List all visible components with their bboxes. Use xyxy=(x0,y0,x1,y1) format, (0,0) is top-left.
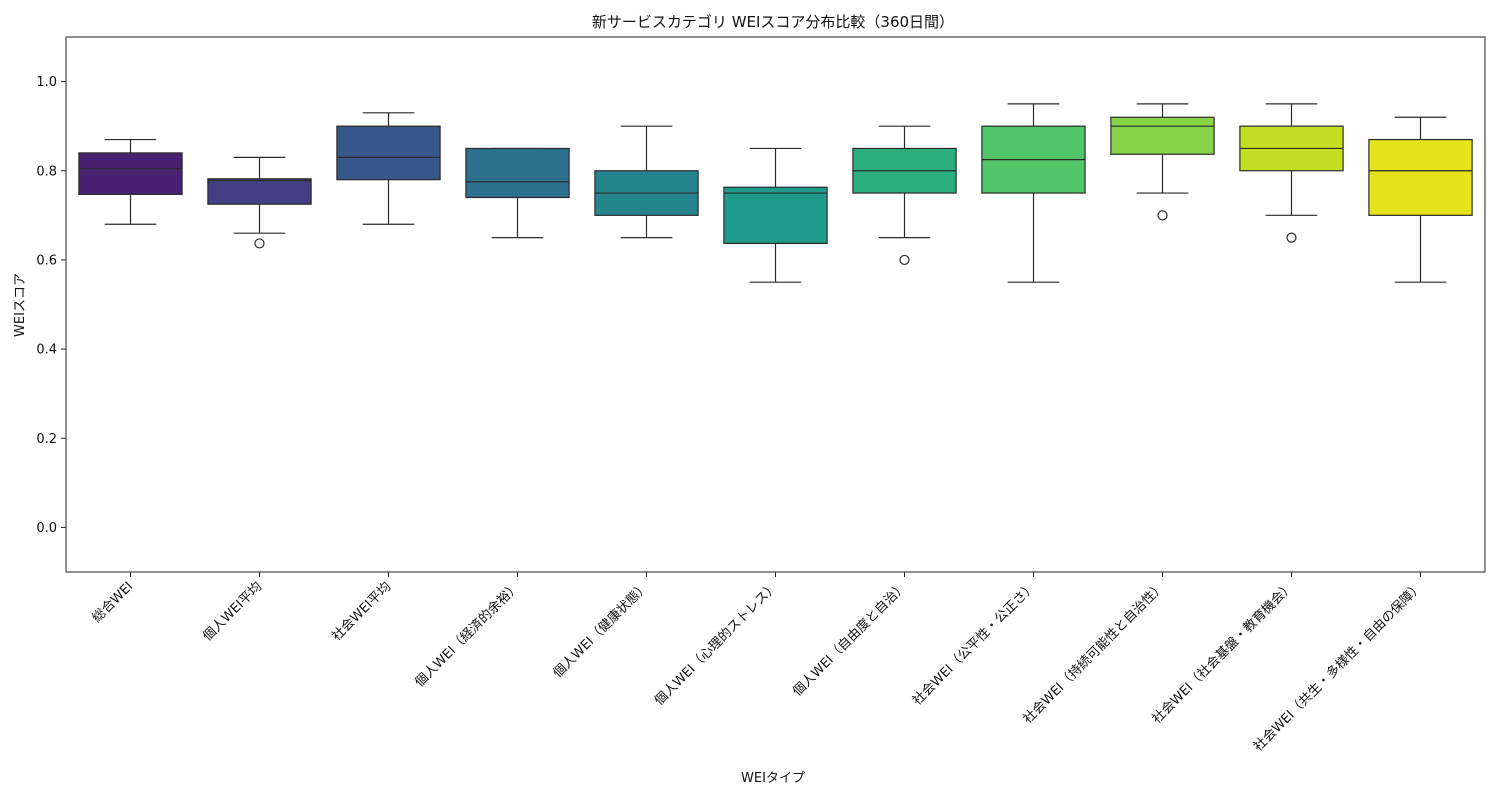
x-tick-label: 個人WEI（健康状態） xyxy=(550,579,652,681)
x-axis: 総合WEI 個人WEI平均 社会WEI平均 個人WEI（経済的余裕） 個人WEI（健康状… xyxy=(90,572,1426,755)
chart-title: 新サービスカテゴリ WEIスコア分布比較（360日間） xyxy=(592,13,954,31)
x-tick-label: 個人WEI（心理的ストレス） xyxy=(651,579,781,709)
x-axis-title: WEIタイプ xyxy=(741,771,805,786)
x-tick-label: 個人WEI（自由度と自治） xyxy=(789,579,910,700)
box-body xyxy=(78,152,183,195)
box-10 xyxy=(1239,103,1344,243)
box-body xyxy=(336,125,441,181)
x-tick-label: 個人WEI（経済的余裕） xyxy=(412,579,524,691)
box-3 xyxy=(336,112,441,225)
y-axis-title: WEIスコア xyxy=(13,273,28,337)
y-tick-label: 1.0 xyxy=(36,75,57,90)
box-body xyxy=(1110,116,1215,155)
y-tick-label: 0.6 xyxy=(36,253,57,268)
x-tick-label: 総合WEI xyxy=(90,579,137,626)
box-body xyxy=(207,178,312,205)
box-1 xyxy=(78,138,183,225)
x-tick-label: 個人WEI平均 xyxy=(200,579,265,644)
plot-area xyxy=(78,103,1473,283)
box-6 xyxy=(723,147,828,283)
box-5 xyxy=(594,125,699,239)
x-tick-label: 社会WEI（社会基盤・教育機会） xyxy=(1149,579,1297,727)
x-tick-label: 社会WEI（持続可能性と自治性） xyxy=(1020,579,1168,727)
y-axis: 0.0 0.2 0.4 0.6 0.8 1.0 xyxy=(36,75,66,536)
box-body xyxy=(1368,138,1473,216)
box-body xyxy=(723,186,828,245)
plot-frame xyxy=(65,36,1486,573)
y-tick-label: 0.0 xyxy=(36,521,57,536)
box-2 xyxy=(207,156,312,249)
y-tick-label: 0.8 xyxy=(36,164,57,179)
box-7 xyxy=(852,125,957,266)
y-tick-label: 0.2 xyxy=(36,432,57,447)
outlier-point xyxy=(1157,210,1168,221)
outlier-point xyxy=(899,254,910,266)
box-11 xyxy=(1368,116,1473,283)
box-4 xyxy=(465,147,570,239)
x-tick-label: 社会WEI平均 xyxy=(329,579,395,645)
box-9 xyxy=(1110,103,1215,221)
y-tick-label: 0.4 xyxy=(36,343,57,358)
x-tick-label: 社会WEI（公平性・公正さ） xyxy=(909,579,1039,709)
outlier-point xyxy=(254,238,265,249)
outlier-point xyxy=(1286,232,1297,243)
box-body xyxy=(465,147,570,199)
box-8 xyxy=(981,103,1086,283)
